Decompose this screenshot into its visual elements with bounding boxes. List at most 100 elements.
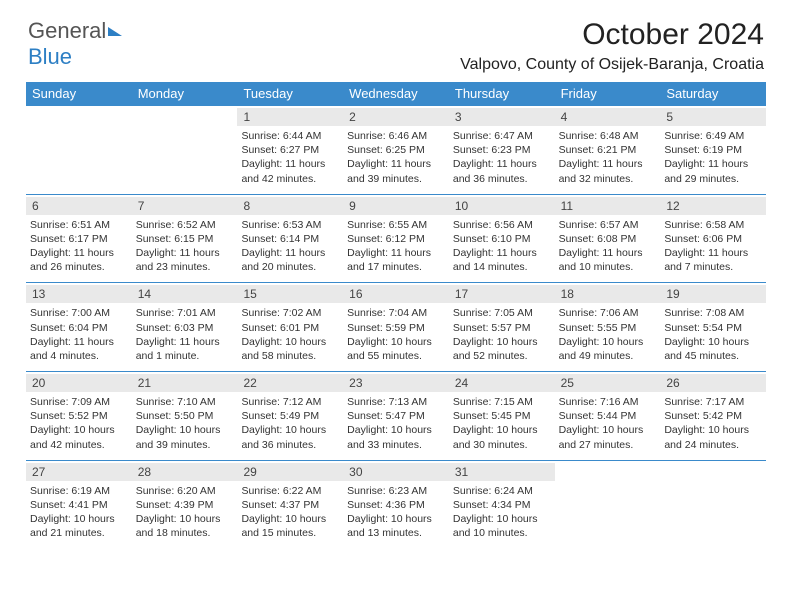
day-cell: 2Sunrise: 6:46 AMSunset: 6:25 PMDaylight… [343,106,449,194]
day-header-cell: Thursday [449,82,555,105]
sunset-text: Sunset: 6:17 PM [30,232,128,246]
daylight-text: Daylight: 10 hours and 33 minutes. [347,423,445,451]
day-cell [26,106,132,194]
day-number: 7 [132,197,238,215]
day-number: 29 [237,463,343,481]
sunrise-text: Sunrise: 7:09 AM [30,395,128,409]
week-row: 6Sunrise: 6:51 AMSunset: 6:17 PMDaylight… [26,194,766,283]
day-body: Sunrise: 6:53 AMSunset: 6:14 PMDaylight:… [241,218,339,275]
sunset-text: Sunset: 5:54 PM [664,321,762,335]
month-title: October 2024 [460,18,764,52]
daylight-text: Daylight: 10 hours and 15 minutes. [241,512,339,540]
week-row: 13Sunrise: 7:00 AMSunset: 6:04 PMDayligh… [26,282,766,371]
sunset-text: Sunset: 4:34 PM [453,498,551,512]
sunset-text: Sunset: 5:47 PM [347,409,445,423]
sunset-text: Sunset: 6:23 PM [453,143,551,157]
day-cell [660,461,766,549]
day-body: Sunrise: 7:17 AMSunset: 5:42 PMDaylight:… [664,395,762,452]
sunrise-text: Sunrise: 7:16 AM [559,395,657,409]
daylight-text: Daylight: 10 hours and 52 minutes. [453,335,551,363]
daylight-text: Daylight: 10 hours and 58 minutes. [241,335,339,363]
daylight-text: Daylight: 10 hours and 39 minutes. [136,423,234,451]
sunset-text: Sunset: 5:45 PM [453,409,551,423]
day-body: Sunrise: 6:46 AMSunset: 6:25 PMDaylight:… [347,129,445,186]
calendar: SundayMondayTuesdayWednesdayThursdayFrid… [0,82,792,548]
daylight-text: Daylight: 11 hours and 29 minutes. [664,157,762,185]
day-cell: 8 Sunrise: 6:53 AMSunset: 6:14 PMDaylight… [237,195,343,283]
sunrise-text: Sunrise: 6:51 AM [30,218,128,232]
day-body: Sunrise: 6:52 AMSunset: 6:15 PMDaylight:… [136,218,234,275]
logo-text-blue: Blue [28,44,72,69]
sunrise-text: Sunrise: 7:05 AM [453,306,551,320]
sunset-text: Sunset: 5:49 PM [241,409,339,423]
sunset-text: Sunset: 5:42 PM [664,409,762,423]
sunrise-text: Sunrise: 6:53 AM [241,218,339,232]
daylight-text: Daylight: 11 hours and 39 minutes. [347,157,445,185]
day-body: Sunrise: 6:47 AMSunset: 6:23 PMDaylight:… [453,129,551,186]
daylight-text: Daylight: 10 hours and 36 minutes. [241,423,339,451]
day-body: Sunrise: 6:48 AMSunset: 6:21 PMDaylight:… [559,129,657,186]
day-body: Sunrise: 7:16 AMSunset: 5:44 PMDaylight:… [559,395,657,452]
day-cell: 7 Sunrise: 6:52 AMSunset: 6:15 PMDaylight… [132,195,238,283]
sunrise-text: Sunrise: 6:49 AM [664,129,762,143]
day-body: Sunrise: 6:49 AMSunset: 6:19 PMDaylight:… [664,129,762,186]
day-cell: 12Sunrise: 6:58 AMSunset: 6:06 PMDayligh… [660,195,766,283]
daylight-text: Daylight: 10 hours and 13 minutes. [347,512,445,540]
day-number: 20 [26,374,132,392]
sunset-text: Sunset: 5:55 PM [559,321,657,335]
sunset-text: Sunset: 6:25 PM [347,143,445,157]
sunrise-text: Sunrise: 6:55 AM [347,218,445,232]
day-cell: 21Sunrise: 7:10 AMSunset: 5:50 PMDayligh… [132,372,238,460]
sunrise-text: Sunrise: 6:48 AM [559,129,657,143]
sunrise-text: Sunrise: 6:57 AM [559,218,657,232]
sunrise-text: Sunrise: 6:24 AM [453,484,551,498]
day-cell: 17Sunrise: 7:05 AMSunset: 5:57 PMDayligh… [449,283,555,371]
day-cell: 28Sunrise: 6:20 AMSunset: 4:39 PMDayligh… [132,461,238,549]
title-block: October 2024 Valpovo, County of Osijek-B… [460,18,764,74]
sunrise-text: Sunrise: 6:19 AM [30,484,128,498]
sunset-text: Sunset: 6:27 PM [241,143,339,157]
day-cell [132,106,238,194]
week-row: 20Sunrise: 7:09 AMSunset: 5:52 PMDayligh… [26,371,766,460]
sunset-text: Sunset: 6:04 PM [30,321,128,335]
daylight-text: Daylight: 11 hours and 7 minutes. [664,246,762,274]
week-row: 27Sunrise: 6:19 AMSunset: 4:41 PMDayligh… [26,460,766,549]
day-cell: 11Sunrise: 6:57 AMSunset: 6:08 PMDayligh… [555,195,661,283]
day-body: Sunrise: 7:02 AMSunset: 6:01 PMDaylight:… [241,306,339,363]
sunset-text: Sunset: 5:52 PM [30,409,128,423]
sunset-text: Sunset: 6:03 PM [136,321,234,335]
sunrise-text: Sunrise: 7:04 AM [347,306,445,320]
day-number: 28 [132,463,238,481]
day-body: Sunrise: 7:15 AMSunset: 5:45 PMDaylight:… [453,395,551,452]
sunrise-text: Sunrise: 7:17 AM [664,395,762,409]
day-body: Sunrise: 7:05 AMSunset: 5:57 PMDaylight:… [453,306,551,363]
sunrise-text: Sunrise: 6:22 AM [241,484,339,498]
sunrise-text: Sunrise: 7:12 AM [241,395,339,409]
day-cell [555,461,661,549]
sunset-text: Sunset: 4:39 PM [136,498,234,512]
day-number: 10 [449,197,555,215]
day-header-cell: Wednesday [343,82,449,105]
day-number: 15 [237,285,343,303]
day-body: Sunrise: 6:24 AMSunset: 4:34 PMDaylight:… [453,484,551,541]
sunset-text: Sunset: 6:19 PM [664,143,762,157]
sunrise-text: Sunrise: 6:44 AM [241,129,339,143]
day-body: Sunrise: 6:56 AMSunset: 6:10 PMDaylight:… [453,218,551,275]
day-body: Sunrise: 7:09 AMSunset: 5:52 PMDaylight:… [30,395,128,452]
sunset-text: Sunset: 5:50 PM [136,409,234,423]
day-cell: 22Sunrise: 7:12 AMSunset: 5:49 PMDayligh… [237,372,343,460]
day-cell: 13Sunrise: 7:00 AMSunset: 6:04 PMDayligh… [26,283,132,371]
sunrise-text: Sunrise: 7:08 AM [664,306,762,320]
daylight-text: Daylight: 10 hours and 55 minutes. [347,335,445,363]
day-cell: 20 Sunrise: 7:09 AMSunset: 5:52 PMDayligh… [26,372,132,460]
day-body: Sunrise: 6:44 AMSunset: 6:27 PMDaylight:… [241,129,339,186]
daylight-text: Daylight: 10 hours and 24 minutes. [664,423,762,451]
sunset-text: Sunset: 4:37 PM [241,498,339,512]
day-number: 8 [237,197,343,215]
sunset-text: Sunset: 6:15 PM [136,232,234,246]
daylight-text: Daylight: 11 hours and 36 minutes. [453,157,551,185]
day-number: 19 [660,285,766,303]
day-body: Sunrise: 7:08 AMSunset: 5:54 PMDaylight:… [664,306,762,363]
day-number: 3 [449,108,555,126]
daylight-text: Daylight: 11 hours and 20 minutes. [241,246,339,274]
